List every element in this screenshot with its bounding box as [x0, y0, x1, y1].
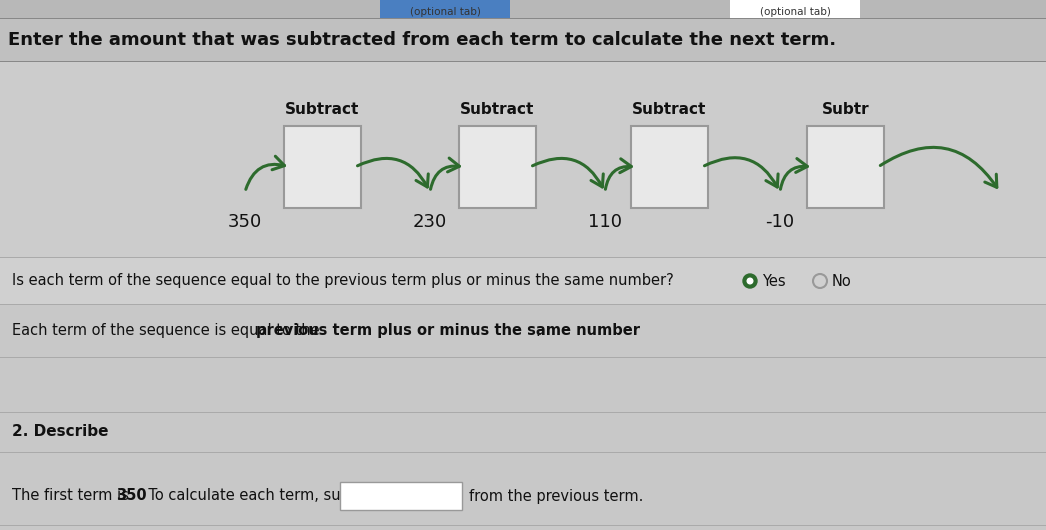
Text: from the previous term.: from the previous term.	[469, 489, 643, 504]
Text: .: .	[536, 323, 540, 339]
Bar	[0, 61, 1046, 62]
Bar	[0, 257, 1046, 305]
Text: 350: 350	[228, 213, 263, 231]
FancyBboxPatch shape	[808, 126, 884, 208]
Text: Subtract: Subtract	[286, 102, 360, 117]
Text: Yes: Yes	[761, 273, 786, 288]
Bar	[0, 257, 1046, 258]
FancyArrowPatch shape	[606, 159, 632, 189]
Text: -10: -10	[766, 213, 795, 231]
Text: previous term plus or minus the same number: previous term plus or minus the same num…	[255, 323, 639, 339]
Text: Subtract: Subtract	[633, 102, 707, 117]
Bar	[0, 525, 1046, 526]
Text: 230: 230	[413, 213, 447, 231]
Bar	[0, 412, 1046, 452]
Text: No: No	[832, 273, 851, 288]
Bar	[0, 452, 1046, 453]
Text: 110: 110	[588, 213, 622, 231]
Text: 350: 350	[116, 489, 147, 504]
FancyBboxPatch shape	[285, 126, 361, 208]
FancyBboxPatch shape	[631, 126, 708, 208]
Bar	[0, 357, 1046, 358]
FancyArrowPatch shape	[881, 147, 997, 187]
Circle shape	[747, 278, 753, 284]
Text: Subtract: Subtract	[460, 102, 535, 117]
Bar	[0, 304, 1046, 305]
Circle shape	[814, 275, 826, 287]
FancyArrowPatch shape	[431, 158, 459, 189]
FancyArrowPatch shape	[246, 156, 285, 189]
Text: Enter the amount that was subtracted from each term to calculate the next term.: Enter the amount that was subtracted fro…	[8, 31, 836, 49]
FancyBboxPatch shape	[459, 126, 536, 208]
Text: Is each term of the sequence equal to the previous term plus or minus the same n: Is each term of the sequence equal to th…	[12, 273, 674, 288]
FancyArrowPatch shape	[780, 158, 808, 189]
Text: Each term of the sequence is equal to the: Each term of the sequence is equal to th…	[12, 323, 324, 339]
Text: 2. Describe: 2. Describe	[12, 425, 109, 439]
Bar	[0, 357, 1046, 412]
Bar	[0, 18, 1046, 19]
FancyArrowPatch shape	[532, 158, 604, 187]
Text: (optional tab): (optional tab)	[410, 7, 480, 17]
Bar	[0, 305, 1046, 357]
FancyBboxPatch shape	[340, 482, 462, 510]
Circle shape	[743, 274, 757, 288]
Text: . To calculate each term, subtract: . To calculate each term, subtract	[139, 489, 384, 504]
Text: The first term is: The first term is	[12, 489, 134, 504]
Bar	[730, 0, 860, 18]
Text: (optional tab): (optional tab)	[759, 7, 831, 17]
Bar	[0, 452, 1046, 530]
Bar	[380, 0, 510, 18]
FancyArrowPatch shape	[705, 158, 778, 187]
Bar	[0, 62, 1046, 257]
FancyArrowPatch shape	[358, 158, 428, 187]
Text: Subtr: Subtr	[822, 102, 869, 117]
Bar	[0, 412, 1046, 413]
Bar	[0, 19, 1046, 61]
